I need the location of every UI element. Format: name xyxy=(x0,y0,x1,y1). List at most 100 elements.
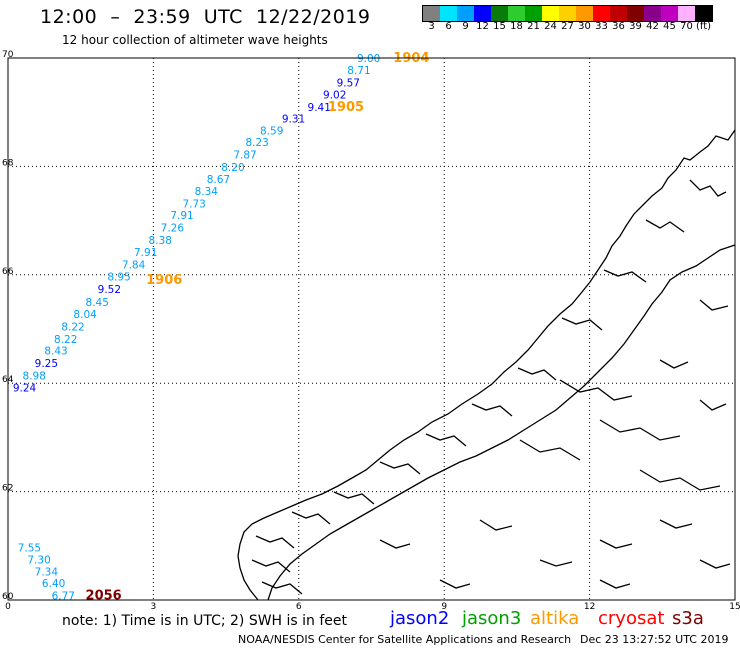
wave-height-label: 9.41 xyxy=(308,102,331,114)
coastline-segment xyxy=(379,539,411,549)
wave-height-label: 9.25 xyxy=(35,358,58,370)
colorbar-label: 9 xyxy=(462,21,469,32)
x-tick-label: 0 xyxy=(5,602,11,612)
subtitle: 12 hour collection of altimeter wave hei… xyxy=(62,33,328,47)
wave-height-label: 8.22 xyxy=(61,321,84,333)
wave-height-label: 9.02 xyxy=(323,89,346,101)
coastline-segment xyxy=(559,379,633,401)
x-tick-label: 3 xyxy=(151,602,157,612)
footer-credit: NOAA/NESDIS Center for Satellite Applica… xyxy=(238,633,572,646)
wave-height-label: 8.95 xyxy=(107,271,130,283)
colorbar-label: 15 xyxy=(493,21,506,32)
legend-altika: altika xyxy=(530,608,580,629)
colorbar-swatch xyxy=(457,6,474,21)
wave-height-label: 7.30 xyxy=(27,554,50,566)
wave-height-observations: 9.008.719.579.029.419.318.598.237.878.20… xyxy=(13,53,381,603)
wave-height-label: 9.24 xyxy=(13,383,37,395)
wave-height-label: 9.52 xyxy=(98,284,121,296)
coastline-segment xyxy=(603,269,647,283)
colorbar-label: 33 xyxy=(595,21,608,32)
footer-timestamp: Dec 23 13:27:52 UTC 2019 xyxy=(580,633,729,646)
coastline-segment xyxy=(237,129,736,601)
pass-time-label: 1906 xyxy=(146,273,182,288)
wave-height-label: 8.71 xyxy=(347,65,370,77)
wave-height-label: 7.91 xyxy=(170,210,193,222)
colorbar-label: 12 xyxy=(476,21,489,32)
colorbar-label: 45 xyxy=(663,21,676,32)
coastline-segment xyxy=(471,403,513,417)
coastline-segment xyxy=(689,179,727,197)
colorbar-label: 24 xyxy=(544,21,557,32)
wave-height-label: 8.04 xyxy=(73,309,97,321)
colorbar-label: 18 xyxy=(510,21,523,32)
wave-height-label: 8.34 xyxy=(195,186,219,198)
coastline-segment xyxy=(645,219,685,233)
colorbar xyxy=(422,5,713,22)
coastline-segment xyxy=(517,367,557,381)
coastline-segment xyxy=(333,491,375,505)
x-tick-label: 9 xyxy=(441,602,447,612)
colorbar-swatch xyxy=(576,6,593,21)
pass-time-label: 1905 xyxy=(328,100,364,115)
coastline-segment xyxy=(599,419,681,441)
coastline-segment xyxy=(267,244,736,601)
coastline-segment xyxy=(639,469,721,491)
wave-height-label: 8.22 xyxy=(54,334,77,346)
coastline-segment xyxy=(291,511,331,525)
colorbar-swatch xyxy=(542,6,559,21)
pass-time-label: 2056 xyxy=(86,589,122,604)
wave-height-label: 7.55 xyxy=(18,542,41,554)
wave-height-label: 9.00 xyxy=(357,53,380,65)
colorbar-label: 36 xyxy=(612,21,625,32)
footer-note: note: 1) Time is in UTC; 2) SWH is in fe… xyxy=(62,613,348,629)
wave-height-label: 7.84 xyxy=(122,260,146,272)
wave-height-label: 6.77 xyxy=(52,591,75,603)
wave-height-label: 9.31 xyxy=(282,114,305,126)
wave-height-label: 8.43 xyxy=(44,346,67,358)
colorbar-swatch xyxy=(593,6,610,21)
coastline-segment xyxy=(439,579,471,589)
coastline-segment xyxy=(699,399,727,411)
colorbar-swatch xyxy=(508,6,525,21)
coastline-segment xyxy=(599,579,631,589)
colorbar-label: 6 xyxy=(445,21,452,32)
colorbar-label: 39 xyxy=(629,21,642,32)
wave-height-label: 8.45 xyxy=(86,297,109,309)
coastline-segment xyxy=(659,519,693,529)
title: 12:00 – 23:59 UTC 12/22/2019 xyxy=(40,6,371,28)
coastline-segment xyxy=(379,461,421,475)
colorbar-swatch xyxy=(644,6,661,21)
x-tick-label: 6 xyxy=(296,602,302,612)
wave-height-label: 7.87 xyxy=(233,149,256,161)
x-tick-label: 12 xyxy=(584,602,595,612)
colorbar-label: 30 xyxy=(578,21,591,32)
colorbar-swatch xyxy=(474,6,491,21)
coastline-segment xyxy=(425,433,467,447)
colorbar-label: 27 xyxy=(561,21,574,32)
colorbar-swatch xyxy=(610,6,627,21)
colorbar-swatch xyxy=(678,6,695,21)
wave-height-label: 8.20 xyxy=(221,162,244,174)
wave-height-label: 8.59 xyxy=(260,126,283,138)
coastline xyxy=(237,129,736,601)
colorbar-label: 70 xyxy=(680,21,693,32)
wave-height-label: 7.34 xyxy=(35,566,59,578)
grid-lines xyxy=(8,58,735,600)
wave-height-label: 9.57 xyxy=(337,77,360,89)
wave-height-label: 7.73 xyxy=(182,198,205,210)
y-tick-label: 70 xyxy=(2,50,14,60)
colorbar-swatch xyxy=(423,6,440,21)
coastline-segment xyxy=(251,559,291,573)
wave-height-label: 8.23 xyxy=(245,137,268,149)
colorbar-swatch xyxy=(525,6,542,21)
coastline-segment xyxy=(539,559,573,567)
coastline-segment xyxy=(479,519,513,531)
colorbar-label: 3 xyxy=(428,21,435,32)
map-frame xyxy=(7,57,736,601)
colorbar-label: (ft) xyxy=(695,21,712,32)
colorbar-swatch xyxy=(440,6,457,21)
colorbar-swatch xyxy=(627,6,644,21)
colorbar-label: 42 xyxy=(646,21,659,32)
